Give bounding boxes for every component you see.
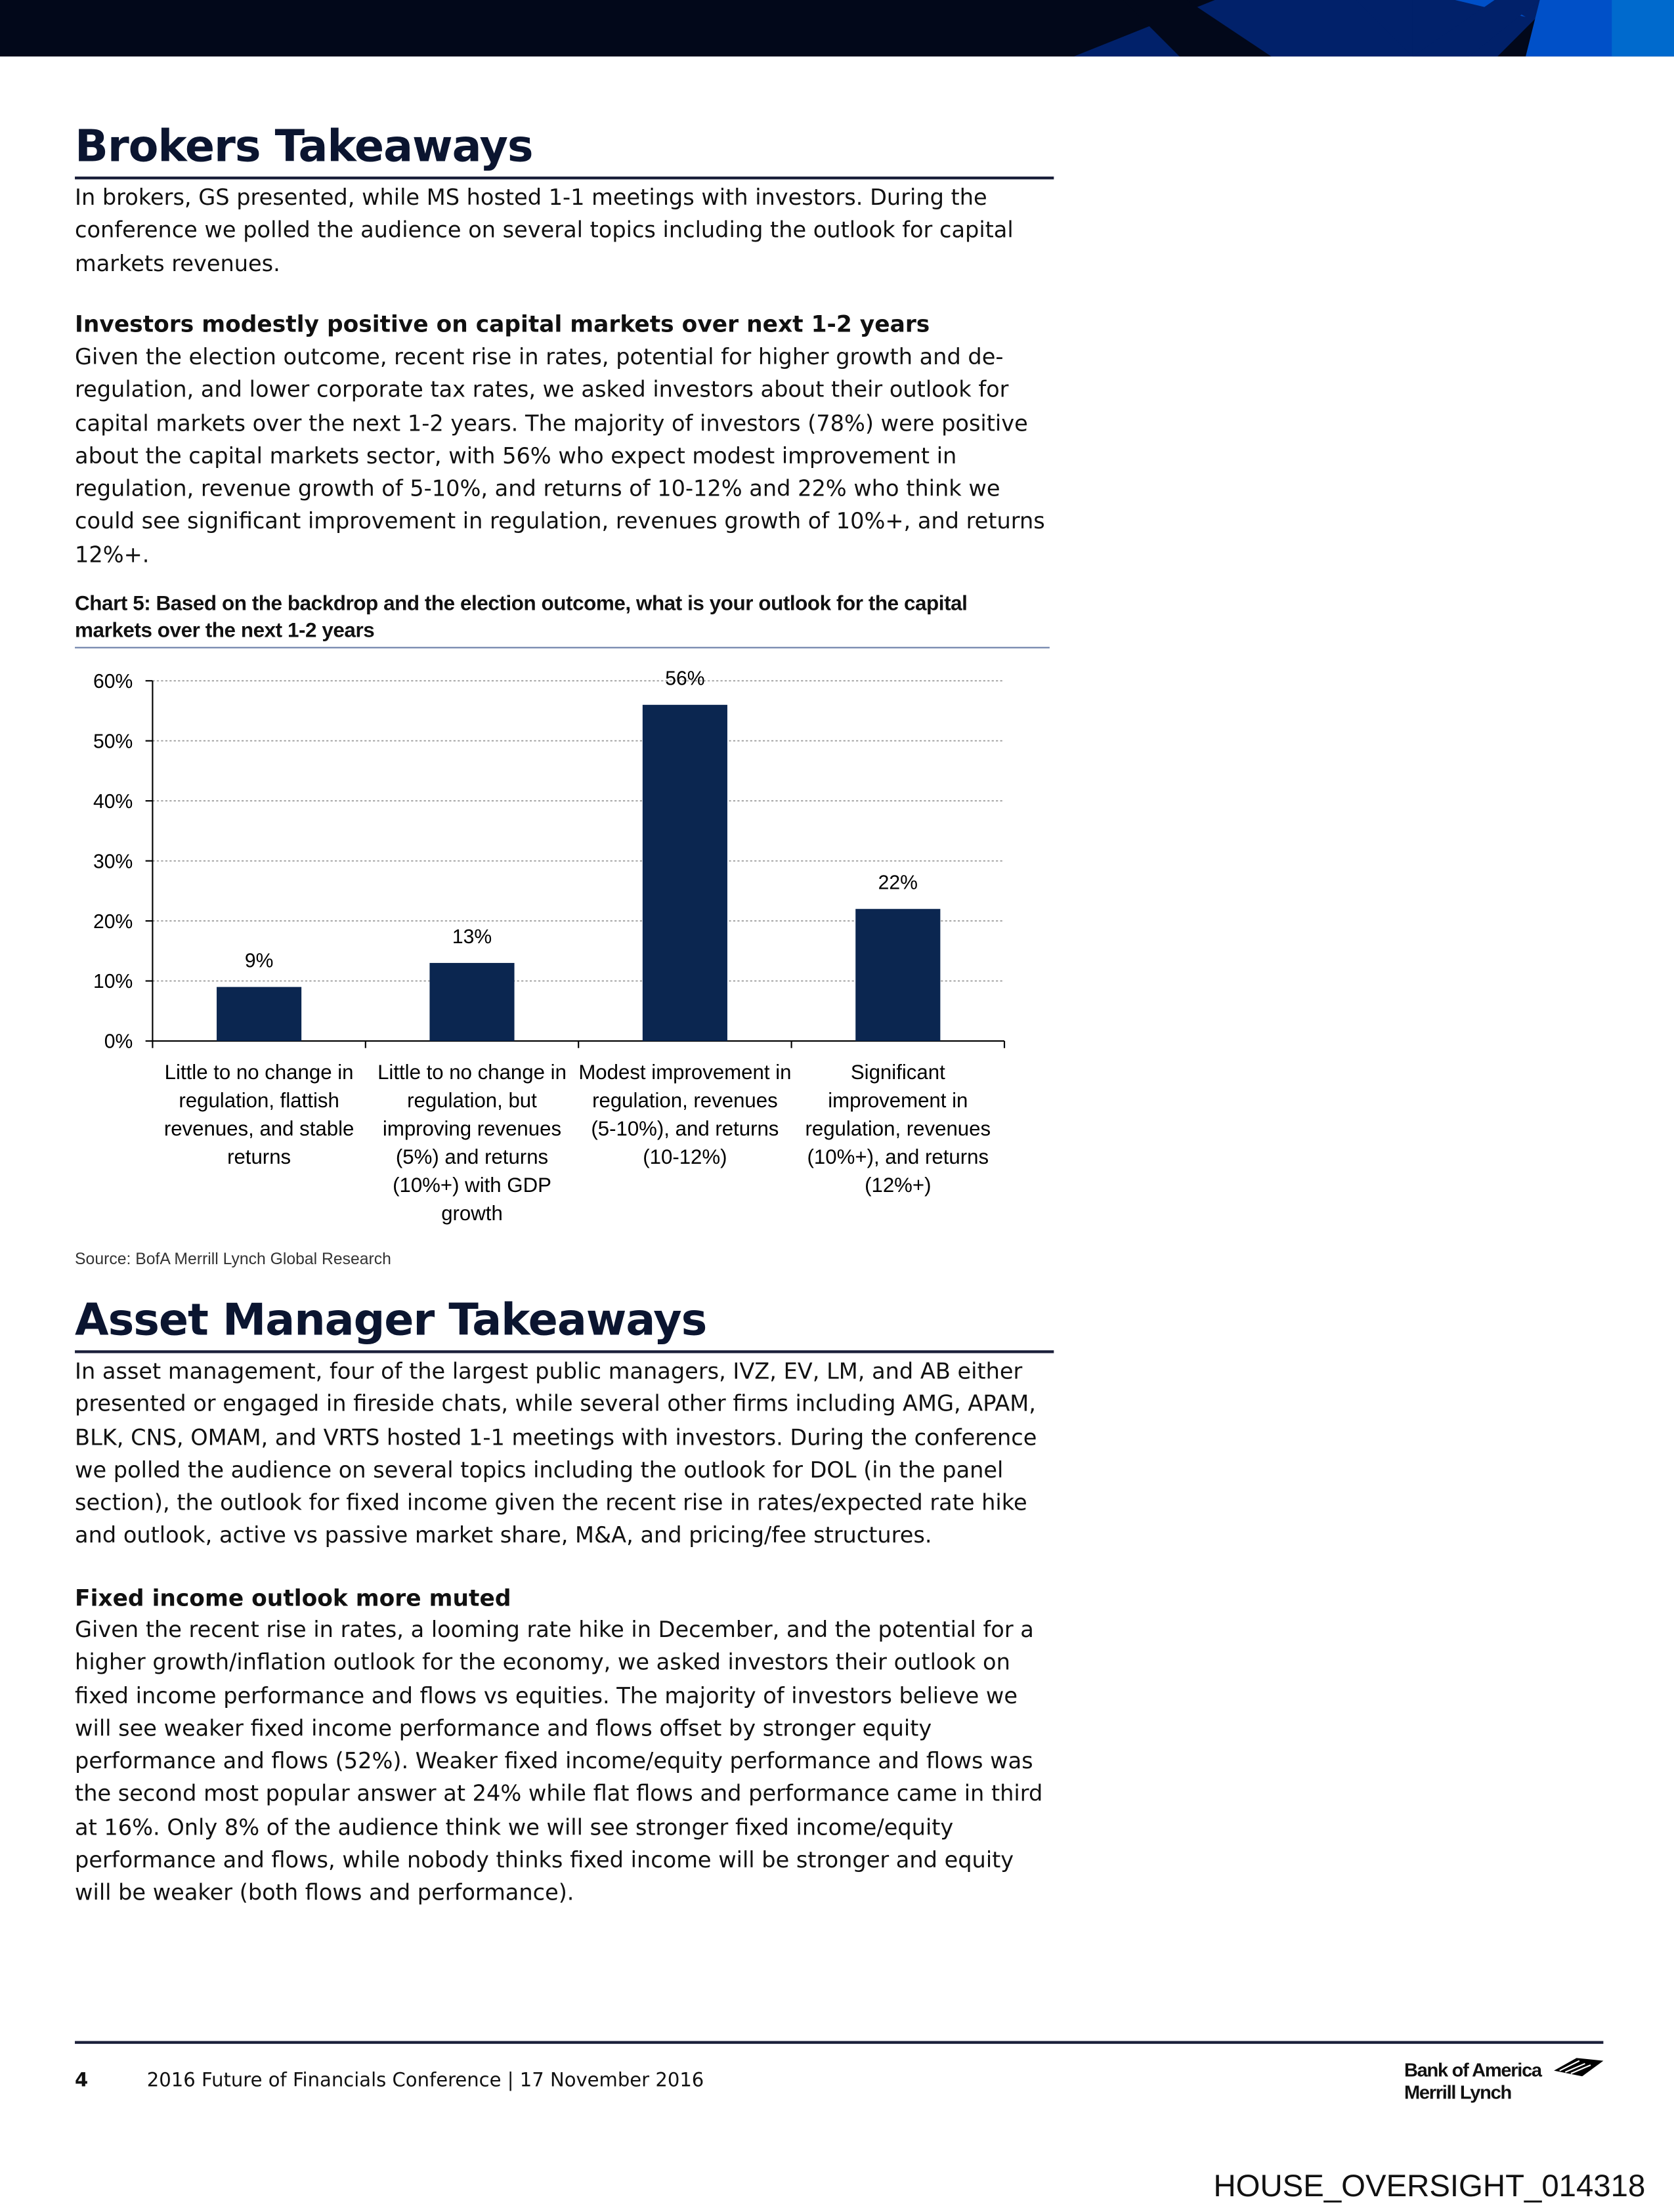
y-tick-label: 20% [93,911,133,933]
data-label: 22% [878,872,918,894]
data-label: 13% [452,926,492,948]
brokers-subheading: Investors modestly positive on capital m… [75,310,930,338]
category-label: Significant [851,1061,945,1084]
data-label: 56% [665,668,704,690]
logo-line2: Merrill Lynch [1404,2081,1512,2104]
bar [855,908,941,1041]
y-tick-label: 0% [104,1031,133,1053]
footer-text: 2016 Future of Financials Conference | 1… [146,2069,704,2092]
asset-body: Given the recent rise in rates, a loomin… [75,1617,1043,1906]
heading-rule [75,1350,1054,1353]
data-label: 9% [245,950,274,972]
logo-line1: Bank of America [1404,2059,1542,2081]
category-label: (12%+) [865,1174,931,1197]
header-banner [0,0,1674,57]
y-tick-label: 30% [93,851,133,872]
y-tick-label: 10% [93,971,133,992]
chart-source: Source: BofA Merrill Lynch Global Resear… [75,1251,391,1269]
brokers-heading: Brokers Takeaways [75,121,534,173]
category-label: improving revenues [383,1117,561,1140]
y-tick-label: 60% [93,671,133,692]
page-number: 4 [75,2069,89,2092]
bar-chart: 0% 10% 20% 30% 40% 50% 60% 9% Little to no chang… [93,668,1006,1225]
banner-graphic [1073,0,1674,57]
category-label: returns [227,1145,291,1168]
y-tick-label: 40% [93,791,133,813]
category-label: regulation, revenues [805,1117,991,1140]
asset-intro: In asset management, four of the largest… [75,1359,1037,1549]
heading-rule [75,176,1054,180]
category-label: growth [441,1202,503,1225]
category-label: improvement in [828,1089,968,1112]
brokers-intro: In brokers, GS presented, while MS hoste… [75,184,1014,276]
document-id: HOUSE_OVERSIGHT_014318 [1213,2168,1646,2203]
category-label: (10%+) with GDP [393,1174,551,1197]
asset-subheading: Fixed income outlook more muted [75,1585,511,1612]
category-label: (10-12%) [643,1145,727,1168]
category-label: Little to no change in [377,1061,567,1084]
asset-heading: Asset Manager Takeaways [75,1295,707,1346]
category-label: regulation, but [407,1089,537,1112]
y-tick-label: 50% [93,731,133,752]
category-label: revenues, and stable [164,1117,354,1140]
category-label: (5-10%), and returns [591,1117,779,1140]
bar [642,704,727,1041]
chart-title-rule [75,647,1050,649]
category-label: Modest improvement in [578,1061,791,1084]
chart-title: Chart 5: Based on the backdrop and the e… [75,593,968,643]
category-label: (10%+), and returns [807,1145,989,1168]
bar [429,963,515,1041]
category-label: regulation, revenues [592,1089,778,1112]
bar [217,987,302,1041]
footer-rule [75,2041,1604,2044]
bofa-logo: Bank of America Merrill Lynch [1404,2058,1604,2104]
category-label: Little to no change in [165,1061,354,1084]
category-label: regulation, flattish [179,1089,339,1112]
flag-icon [1554,2058,1604,2077]
brokers-body: Given the election outcome, recent rise … [75,345,1045,568]
category-label: (5%) and returns [396,1145,548,1168]
